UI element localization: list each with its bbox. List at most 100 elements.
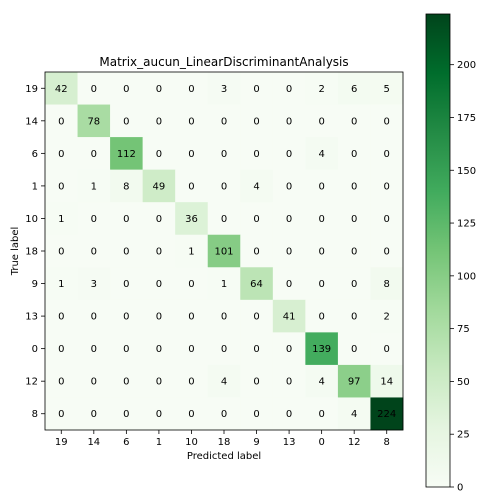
- cell-value-label: 0: [188, 409, 194, 420]
- x-tick-label: 10: [185, 437, 198, 448]
- heatmap-cell: [240, 364, 274, 398]
- heatmap-cell: [370, 364, 404, 398]
- heatmap-cell: [370, 397, 404, 431]
- cell-value-label: 4: [253, 181, 259, 192]
- heatmap-cell: [142, 397, 176, 431]
- heatmap-cell: [77, 364, 111, 398]
- heatmap-cell: [207, 202, 241, 236]
- cell-value-label: 0: [91, 344, 97, 355]
- heatmap-cell: [175, 267, 209, 301]
- colorbar-tick-label: 125: [457, 219, 476, 230]
- y-tick-label: 18: [25, 247, 38, 258]
- y-tick-label: 9: [32, 279, 38, 290]
- x-axis-label: Predicted label: [187, 451, 261, 462]
- cell-value-label: 0: [123, 377, 129, 388]
- heatmap-cell: [45, 234, 78, 268]
- heatmap-cell: [45, 332, 78, 366]
- cell-value-label: 1: [58, 279, 64, 290]
- y-tick-label: 14: [25, 116, 38, 127]
- cell-value-label: 0: [91, 247, 97, 258]
- heatmap-cell: [45, 397, 78, 431]
- cell-value-label: 0: [156, 84, 162, 95]
- cell-value-label: 0: [384, 214, 390, 225]
- heatmap-cell: [142, 72, 176, 105]
- heatmap-cell: [272, 397, 306, 431]
- cell-value-label: 0: [156, 214, 162, 225]
- cell-value-label: 0: [253, 312, 259, 323]
- y-axis-ticks: 19 14 6 1 10 18 9 13 0 12 8: [25, 84, 45, 420]
- heatmap-cell: [77, 299, 111, 333]
- cell-value-label: 0: [286, 214, 292, 225]
- cell-value-label: 0: [156, 116, 162, 127]
- heatmap-cell: [240, 332, 274, 366]
- heatmap-cell: [175, 299, 209, 333]
- heatmap-cell: [240, 137, 274, 170]
- y-tick-label: 1: [32, 181, 38, 192]
- heatmap-cell: [337, 202, 371, 236]
- cell-value-label: 0: [351, 116, 357, 127]
- cell-value-label: 0: [188, 312, 194, 323]
- y-axis-label: True label: [10, 227, 21, 277]
- colorbar-tick-label: 50: [457, 377, 470, 388]
- cell-value-label: 4: [318, 149, 324, 160]
- heatmap-cell: [305, 267, 339, 301]
- heatmap-cell: [77, 104, 111, 138]
- cell-value-label: 0: [188, 149, 194, 160]
- cell-value-label: 1: [58, 214, 64, 225]
- colorbar-ticks: 0 25 50 75 100 125 150 175 200: [450, 60, 476, 494]
- cell-value-label: 0: [253, 344, 259, 355]
- heatmap-cell: [370, 299, 404, 333]
- heatmap-cell: [337, 137, 371, 170]
- cell-value-label: 0: [123, 116, 129, 127]
- heatmap-cell: [77, 169, 111, 203]
- heatmap-cell: [207, 72, 241, 105]
- cell-value-label: 0: [91, 409, 97, 420]
- heatmap-cell: [77, 72, 111, 105]
- heatmap-cell: [240, 267, 274, 301]
- cell-value-label: 0: [123, 214, 129, 225]
- heatmap-cell: [370, 104, 404, 138]
- heatmap-cell: [370, 267, 404, 301]
- heatmap-cell: [207, 397, 241, 431]
- heatmap-cell: [305, 397, 339, 431]
- colorbar-tick-label: 0: [457, 483, 463, 494]
- cell-value-label: 0: [188, 84, 194, 95]
- heatmap-cell: [305, 72, 339, 105]
- cell-value-label: 0: [351, 149, 357, 160]
- cell-value-label: 0: [351, 312, 357, 323]
- heatmap-cell: [110, 104, 143, 138]
- heatmap-cell: [142, 267, 176, 301]
- heatmap-cell: [337, 234, 371, 268]
- heatmap-cell: [207, 137, 241, 170]
- cell-value-label: 0: [221, 409, 227, 420]
- cell-value-label: 2: [318, 84, 324, 95]
- heatmap-cell: [272, 364, 306, 398]
- cell-value-label: 0: [384, 247, 390, 258]
- cell-value-label: 0: [91, 214, 97, 225]
- heatmap-cell: [77, 397, 111, 431]
- heatmap-cell: [272, 332, 306, 366]
- cell-value-label: 0: [156, 344, 162, 355]
- cell-value-label: 0: [253, 84, 259, 95]
- cell-value-label: 0: [286, 181, 292, 192]
- cell-value-label: 0: [221, 116, 227, 127]
- heatmap-cell: [110, 169, 143, 203]
- heatmap-cell: [175, 397, 209, 431]
- heatmap-cell: [305, 137, 339, 170]
- heatmap-cell: [272, 299, 306, 333]
- colorbar-tick-label: 25: [457, 430, 470, 441]
- heatmap-cell: [142, 234, 176, 268]
- cell-value-label: 0: [221, 344, 227, 355]
- heatmap-cells: 42 0 0 0 0 3 0 0 2 6 50 78 0 0 0 0 0 0 0 0 00 0 112 0 0 0 0 0 4 0 00 1 8…: [45, 72, 404, 431]
- heatmap-cell: [77, 202, 111, 236]
- cell-value-label: 0: [286, 344, 292, 355]
- heatmap-cell: [175, 104, 209, 138]
- y-tick-label: 0: [32, 344, 38, 355]
- cell-value-label: 0: [221, 149, 227, 160]
- heatmap-cell: [110, 202, 143, 236]
- y-tick-label: 6: [32, 149, 38, 160]
- cell-value-label: 0: [286, 247, 292, 258]
- heatmap-cell: [142, 137, 176, 170]
- cell-value-label: 0: [58, 344, 64, 355]
- heatmap-cell: [45, 169, 78, 203]
